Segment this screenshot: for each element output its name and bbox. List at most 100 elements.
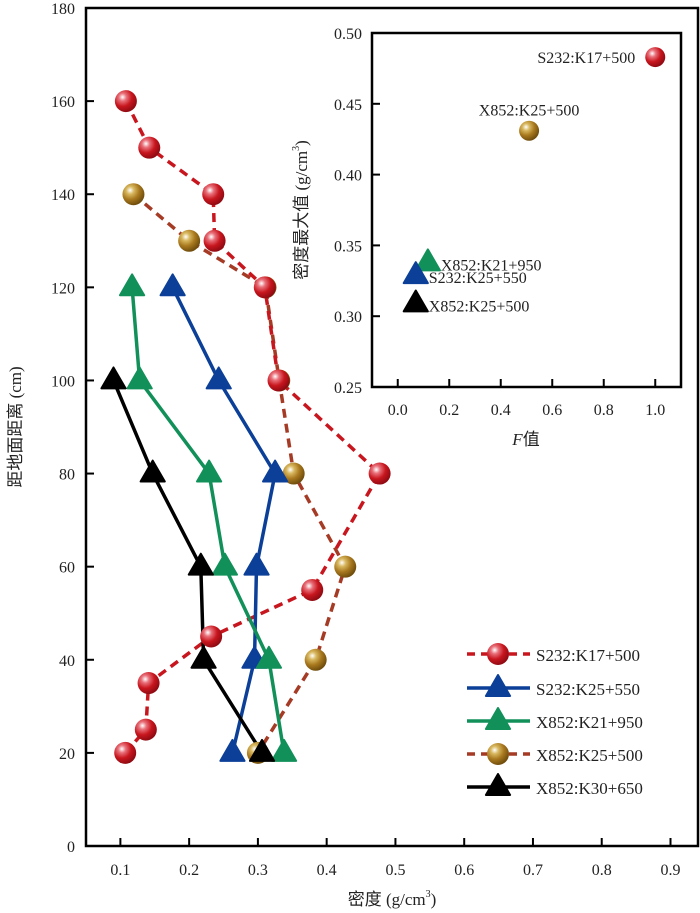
legend: S232:K17+500 S232:K25+550 X852:K21+950 X852… [467,643,643,798]
legend-item: X852:K21+950 [467,707,643,732]
main-plot-axes: 0.1 0.2 0.3 0.4 0.5 0.6 0.7 0.8 0.9 0 20 40 60 80 100 1… [51,1,700,879]
x-tick-label: 0.5 [385,862,405,879]
inset-x-tick-label: 0.2 [439,402,459,419]
inset-point-S232:K25+550 [402,261,429,285]
x-tick-label: 0.3 [248,862,268,879]
data-point-S232:K17+500 [203,229,226,252]
data-point-X852:K30+650 [187,552,214,576]
data-point-X852:K30+650 [248,738,276,762]
data-point-X852:K21+950 [195,459,223,483]
data-point-S232:K17+500 [134,718,157,741]
y-tick-label: 40 [59,653,75,670]
data-point-S232:K17+500 [253,276,276,299]
data-point-X852:K21+950 [211,552,239,576]
data-point-X852:K21+950 [118,273,146,297]
x-tick-label: 0.9 [660,862,680,879]
inset-y-tick-label: 0.25 [334,380,362,397]
data-point-S232:K17+500 [114,741,137,764]
inset-y-tick-label: 0.30 [334,309,362,326]
inset-point-X852:K25+500 [519,120,540,141]
y-tick-label: 0 [67,839,75,856]
data-point-S232:K17+500 [200,625,223,648]
data-point-S232:K25+550 [262,459,289,483]
inset-point-X852:K25+500 [402,289,429,313]
inset-y-tick-label: 0.35 [334,238,362,255]
data-point-X852:K25+500 [304,648,327,671]
x-tick-label: 0.2 [179,862,199,879]
inset-point-label: S232:K17+500 [537,50,635,67]
inset-x-axis-title: F值 [511,430,539,449]
x-tick-label: 0.6 [454,862,474,879]
legend-marker [484,707,512,730]
series-line-S232:K17+500 [123,100,382,755]
data-point-X852:K25+500 [122,183,145,206]
inset-y-axis-title: 密度最大值 (g/cm3) [291,140,311,280]
main-plot-frame [84,6,700,848]
legend-marker [487,743,509,765]
inset-point-label: S232:K25+550 [429,270,527,287]
x-tick-label: 0.4 [317,862,337,879]
inset-y-tick-label: 0.45 [334,97,362,114]
legend-marker [484,674,512,697]
y-tick-label: 180 [51,1,75,18]
x-tick-label: 0.8 [592,862,612,879]
inset-y-tick-label: 0.50 [334,26,362,43]
data-point-X852:K21+950 [255,645,283,669]
data-point-X852:K21+950 [126,366,153,390]
legend-item: S232:K17+500 [467,643,640,665]
main-y-axis-title: 距地面距离 (cm) [6,366,25,487]
y-tick-label: 160 [51,94,75,111]
inset-point-label: X852:K25+500 [429,298,530,315]
legend-label: S232:K17+500 [536,646,640,665]
main-plot-series [100,90,391,764]
x-tick-label: 0.1 [110,862,130,879]
data-point-X852:K30+650 [190,645,217,669]
inset-point-label: X852:K21+950 [441,257,542,274]
data-point-X852:K25+500 [334,555,357,578]
inset-plot-frame [370,31,683,389]
main-x-axis-title: 密度 (g/cm3) [348,889,437,909]
inset-x-tick-label: 0.6 [542,402,562,419]
inset-plot-points: S232:K17+500 X852:K25+500 X852:K21+950S232… [402,47,666,315]
inset-point-S232:K17+500 [645,47,666,68]
legend-item: X852:K30+650 [467,773,643,798]
data-point-S232:K17+500 [368,462,391,485]
inset-point-X852:K21+950 [414,248,441,272]
y-tick-label: 20 [59,746,75,763]
series-line-X852:K21+950 [130,287,286,754]
data-point-S232:K17+500 [114,90,137,113]
y-tick-label: 60 [59,560,75,577]
legend-marker [487,643,509,665]
data-point-S232:K17+500 [137,672,160,695]
series-line-X852:K30+650 [111,379,264,754]
data-point-X852:K25+500 [282,462,305,485]
data-point-X852:K25+500 [178,229,201,252]
inset-x-tick-label: 1.0 [645,402,665,419]
y-tick-label: 140 [51,187,75,204]
data-point-S232:K17+500 [267,369,290,392]
inset-point-label: X852:K25+500 [479,103,580,120]
data-point-S232:K25+550 [205,366,232,390]
x-tick-label: 0.7 [523,862,543,879]
data-point-S232:K25+550 [159,273,186,297]
legend-item: S232:K25+550 [467,674,640,699]
data-point-S232:K25+550 [243,552,270,576]
series-line-S232:K25+550 [171,286,277,754]
inset-x-tick-label: 0.8 [594,402,614,419]
data-point-X852:K30+650 [100,366,127,390]
legend-label: X852:K30+650 [536,779,643,798]
data-point-S232:K17+500 [301,578,324,601]
series-line-X852:K25+500 [132,192,347,754]
data-point-X852:K21+950 [270,738,298,762]
data-point-S232:K25+550 [219,738,246,762]
inset-background [372,33,681,387]
legend-item: X852:K25+500 [467,743,643,765]
legend-label: X852:K21+950 [536,713,643,732]
inset-x-tick-label: 0.4 [491,402,511,419]
inset-y-tick-label: 0.40 [334,168,362,185]
data-point-X852:K30+650 [139,459,166,483]
data-point-S232:K17+500 [138,136,161,159]
legend-label: X852:K25+500 [536,746,643,765]
data-point-S232:K17+500 [202,183,225,206]
